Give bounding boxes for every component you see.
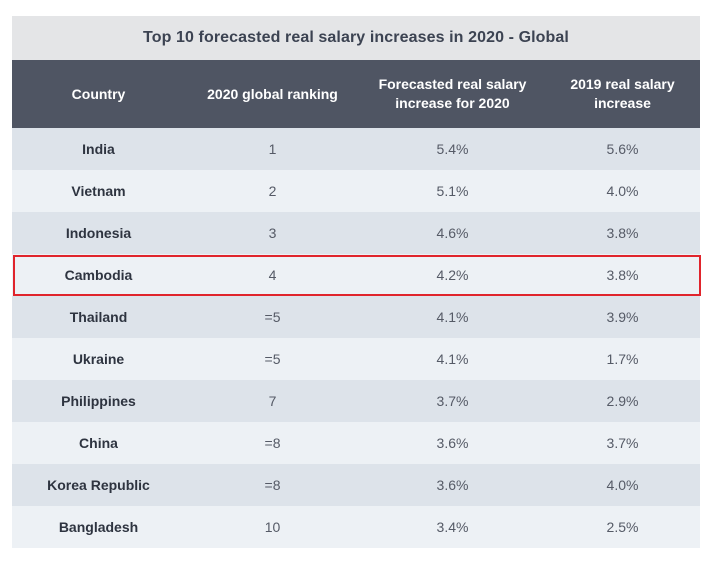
cell-country: India: [12, 128, 185, 170]
cell-country: Ukraine: [12, 338, 185, 380]
salary-table-figure: Top 10 forecasted real salary increases …: [12, 16, 700, 548]
cell-ranking: =8: [185, 464, 360, 506]
table-header: Country 2020 global ranking Forecasted r…: [12, 60, 700, 128]
salary-table: Country 2020 global ranking Forecasted r…: [12, 60, 700, 548]
cell-forecast-2020: 3.6%: [360, 464, 545, 506]
table-row: Cambodia 4 4.2% 3.8%: [12, 254, 700, 296]
header-row: Country 2020 global ranking Forecasted r…: [12, 60, 700, 128]
cell-actual-2019: 4.0%: [545, 170, 700, 212]
cell-forecast-2020: 5.4%: [360, 128, 545, 170]
cell-ranking: 3: [185, 212, 360, 254]
table-row: China =8 3.6% 3.7%: [12, 422, 700, 464]
cell-country: China: [12, 422, 185, 464]
table-row: Korea Republic =8 3.6% 4.0%: [12, 464, 700, 506]
cell-actual-2019: 1.7%: [545, 338, 700, 380]
cell-actual-2019: 2.5%: [545, 506, 700, 548]
cell-forecast-2020: 3.7%: [360, 380, 545, 422]
table-row: Ukraine =5 4.1% 1.7%: [12, 338, 700, 380]
cell-actual-2019: 3.9%: [545, 296, 700, 338]
table-title: Top 10 forecasted real salary increases …: [12, 16, 700, 60]
cell-forecast-2020: 5.1%: [360, 170, 545, 212]
table-body: India 1 5.4% 5.6% Vietnam 2 5.1% 4.0% Indonesia 3…: [12, 128, 700, 548]
cell-actual-2019: 3.7%: [545, 422, 700, 464]
header-country: Country: [12, 60, 185, 128]
cell-ranking: 7: [185, 380, 360, 422]
cell-country: Vietnam: [12, 170, 185, 212]
table-row: Indonesia 3 4.6% 3.8%: [12, 212, 700, 254]
cell-ranking: =5: [185, 296, 360, 338]
cell-ranking: 2: [185, 170, 360, 212]
header-ranking: 2020 global ranking: [185, 60, 360, 128]
table-row: Philippines 7 3.7% 2.9%: [12, 380, 700, 422]
cell-country: Korea Republic: [12, 464, 185, 506]
cell-actual-2019: 4.0%: [545, 464, 700, 506]
cell-forecast-2020: 4.1%: [360, 296, 545, 338]
cell-ranking: =5: [185, 338, 360, 380]
cell-forecast-2020: 4.6%: [360, 212, 545, 254]
table-row: Bangladesh 10 3.4% 2.5%: [12, 506, 700, 548]
cell-ranking: 4: [185, 254, 360, 296]
cell-actual-2019: 5.6%: [545, 128, 700, 170]
table-row: India 1 5.4% 5.6%: [12, 128, 700, 170]
cell-country: Bangladesh: [12, 506, 185, 548]
cell-ranking: 1: [185, 128, 360, 170]
cell-actual-2019: 2.9%: [545, 380, 700, 422]
cell-forecast-2020: 3.4%: [360, 506, 545, 548]
cell-country: Cambodia: [12, 254, 185, 296]
table-row: Vietnam 2 5.1% 4.0%: [12, 170, 700, 212]
table-row: Thailand =5 4.1% 3.9%: [12, 296, 700, 338]
cell-actual-2019: 3.8%: [545, 254, 700, 296]
cell-actual-2019: 3.8%: [545, 212, 700, 254]
cell-forecast-2020: 4.2%: [360, 254, 545, 296]
cell-forecast-2020: 3.6%: [360, 422, 545, 464]
header-forecast-2020: Forecasted real salary increase for 2020: [360, 60, 545, 128]
cell-forecast-2020: 4.1%: [360, 338, 545, 380]
cell-ranking: 10: [185, 506, 360, 548]
cell-ranking: =8: [185, 422, 360, 464]
cell-country: Indonesia: [12, 212, 185, 254]
header-actual-2019: 2019 real salary increase: [545, 60, 700, 128]
cell-country: Thailand: [12, 296, 185, 338]
cell-country: Philippines: [12, 380, 185, 422]
